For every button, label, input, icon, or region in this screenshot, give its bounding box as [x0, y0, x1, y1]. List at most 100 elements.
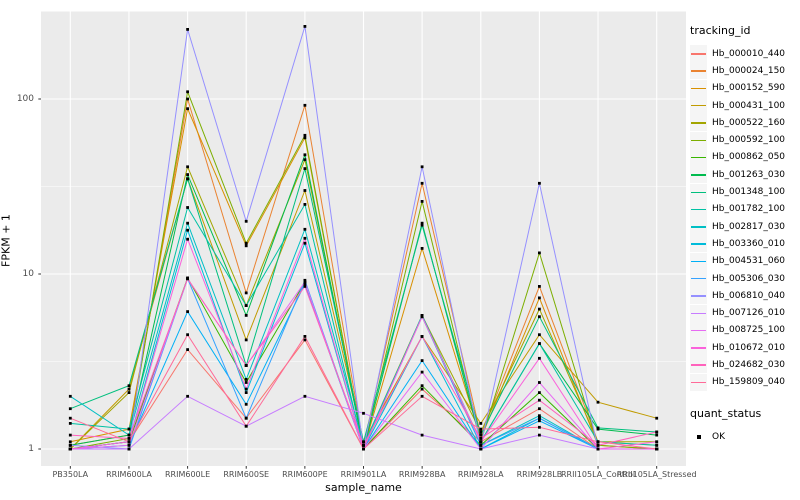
data-point — [479, 427, 483, 431]
legend-item-label: Hb_000862_050 — [712, 152, 786, 163]
point-marker-icon — [696, 434, 701, 439]
data-point — [303, 136, 307, 140]
legend-key-line — [691, 381, 706, 384]
legend-key-swatch — [690, 131, 707, 149]
data-point — [303, 236, 307, 240]
data-point — [303, 203, 307, 206]
data-point — [538, 285, 541, 288]
data-point — [244, 387, 248, 391]
data-point — [244, 391, 248, 394]
data-point — [127, 433, 131, 437]
legend-key-swatch — [690, 339, 707, 357]
legend-item: Hb_024682_030 — [690, 356, 800, 374]
data-point — [127, 437, 131, 440]
data-point — [127, 447, 131, 451]
legend-key-swatch — [690, 97, 707, 115]
data-point — [420, 223, 424, 227]
legend-item-label: Hb_001263_030 — [712, 169, 786, 180]
y-tick-label: 100 — [16, 93, 34, 104]
y-tick-label: 10 — [22, 268, 34, 279]
legend-key-line — [691, 191, 706, 193]
legend-key-swatch — [690, 62, 707, 80]
data-point — [420, 335, 424, 338]
data-point — [538, 416, 541, 420]
data-point — [479, 433, 483, 437]
data-point — [420, 384, 424, 388]
data-point — [538, 181, 541, 185]
legend-key-line — [691, 312, 706, 314]
data-point — [244, 314, 248, 317]
data-point — [68, 416, 72, 420]
data-point — [420, 247, 424, 250]
data-point — [655, 443, 659, 447]
legend-item: Hb_000010_440 — [690, 45, 800, 63]
data-point — [186, 333, 189, 337]
data-point — [538, 356, 541, 360]
data-point — [420, 387, 424, 391]
data-point — [244, 244, 248, 248]
legend-key-swatch — [690, 218, 707, 236]
legend-item: Hb_003360_010 — [690, 235, 800, 253]
data-point — [538, 419, 541, 423]
legend-title-tracking-id: tracking_id — [690, 24, 751, 37]
legend-item: Hb_159809_040 — [690, 373, 800, 391]
x-tick-label: RRIM600LA — [106, 470, 152, 479]
legend-key-swatch — [690, 321, 707, 339]
data-point — [303, 103, 307, 107]
data-point — [303, 335, 307, 338]
data-point — [420, 200, 424, 203]
data-point — [127, 440, 131, 444]
legend-item-label: Hb_000152_590 — [712, 83, 786, 94]
data-point — [538, 433, 541, 437]
legend-item-label: Hb_007126_010 — [712, 308, 786, 319]
data-point — [538, 425, 541, 429]
data-point — [479, 440, 483, 444]
data-point — [538, 307, 541, 311]
data-point — [186, 348, 189, 351]
legend-item: Hb_005306_030 — [690, 270, 800, 287]
x-tick-label: PB350LA — [52, 470, 89, 479]
legend-key-line — [691, 174, 706, 176]
legend-item-label: Hb_004531_060 — [712, 256, 786, 267]
data-point — [420, 370, 424, 374]
legend-key-swatch — [690, 252, 707, 270]
legend-key-line — [691, 226, 706, 228]
legend-item-label: Hb_000024_150 — [712, 65, 786, 76]
data-point — [538, 296, 541, 300]
legend-key-line — [691, 260, 706, 263]
legend-item-label: Hb_001782_100 — [712, 204, 786, 215]
data-point — [303, 158, 307, 162]
data-point — [596, 443, 600, 447]
data-point — [186, 310, 189, 313]
data-point — [186, 165, 189, 169]
x-tick-label: RRIM928BA — [398, 470, 446, 479]
data-point — [538, 398, 541, 402]
data-point — [655, 430, 659, 434]
legend-key-line — [691, 278, 706, 280]
data-point — [244, 291, 248, 295]
legend-key-swatch — [690, 200, 707, 218]
legend-item-label: Hb_006810_040 — [712, 290, 786, 301]
data-point — [420, 394, 424, 398]
legend-item-label: Hb_000522_160 — [712, 117, 786, 128]
data-point — [420, 359, 424, 362]
quant-status-label: OK — [712, 431, 725, 442]
data-point — [244, 378, 248, 381]
data-point — [244, 304, 248, 307]
legend-item-label: Hb_010672_010 — [712, 342, 786, 353]
data-point — [68, 440, 72, 444]
data-point — [538, 414, 541, 418]
data-point — [186, 107, 189, 111]
data-point — [538, 407, 541, 411]
legend-key-line — [691, 87, 706, 90]
legend-item: Hb_002817_030 — [690, 218, 800, 236]
data-point — [420, 221, 424, 225]
data-point — [420, 165, 424, 169]
legend-item: Hb_008725_100 — [690, 321, 800, 339]
data-point — [127, 443, 131, 447]
data-point — [68, 443, 72, 447]
x-tick-label: RRIM600SE — [223, 470, 270, 479]
data-point — [244, 416, 248, 420]
legend-key-swatch — [690, 287, 707, 305]
